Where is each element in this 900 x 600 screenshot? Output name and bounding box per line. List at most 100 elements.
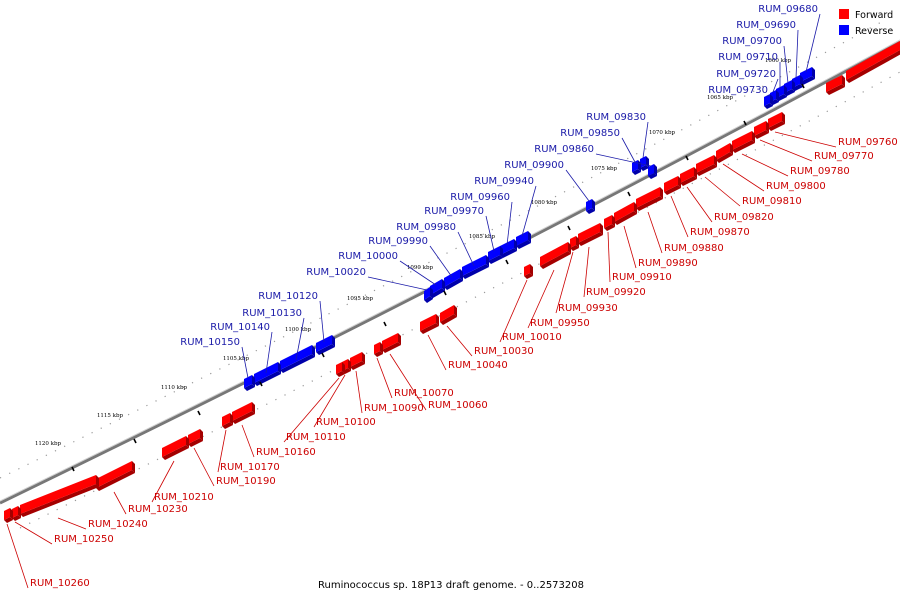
scale-tick-mark	[685, 155, 689, 161]
RUM_09880-gene[interactable]	[636, 187, 663, 211]
RUM_09890-leader	[623, 225, 637, 269]
RUM_10230-label[interactable]: RUM_10230	[128, 504, 188, 515]
RUM_09780-gene[interactable]	[732, 131, 755, 153]
RUM_10030-gene[interactable]	[440, 305, 457, 325]
RUM_10130-gene[interactable]	[280, 345, 315, 373]
RUM_09800-label[interactable]: RUM_09800	[766, 181, 826, 192]
RUM_10160-gene-body	[232, 402, 252, 421]
RUM_09890-label[interactable]: RUM_09890	[638, 258, 698, 269]
RUM_09990-gene[interactable]	[444, 269, 463, 290]
RUM_10120-label[interactable]: RUM_10120	[258, 291, 318, 302]
RUM_10190-gene[interactable]	[188, 429, 203, 447]
RUM_10020-gene[interactable]	[424, 287, 433, 303]
RUM_10060-label[interactable]: RUM_10060	[428, 400, 488, 411]
RUM_09860-gene[interactable]	[648, 164, 657, 179]
RUM_10030-label[interactable]: RUM_10030	[474, 346, 534, 357]
RUM_10090-gene[interactable]	[350, 352, 365, 370]
RUM_10020-label[interactable]: RUM_10020	[306, 267, 366, 278]
RUM_10150-gene[interactable]	[244, 375, 255, 391]
RUM_09710-label[interactable]: RUM_09710	[718, 52, 778, 63]
RUM_10120-gene[interactable]	[316, 335, 335, 355]
RUM_10260-gene[interactable]	[4, 508, 13, 523]
RUM_09910-label[interactable]: RUM_09910	[612, 272, 672, 283]
RUM_09830-label[interactable]: RUM_09830	[586, 112, 646, 123]
RUM_09900-label[interactable]: RUM_09900	[504, 160, 564, 171]
RUM_10210-gene[interactable]	[162, 436, 189, 460]
RUM_09870-label[interactable]: RUM_09870	[690, 227, 750, 238]
RUM_10190-label[interactable]: RUM_10190	[216, 476, 276, 487]
RUM_09950-label[interactable]: RUM_09950	[530, 318, 590, 329]
RUM_10110-gene[interactable]	[336, 362, 345, 377]
RUM_09810-label[interactable]: RUM_09810	[742, 196, 802, 207]
RUM_09980-gene[interactable]	[462, 255, 489, 279]
RUM_09990-label[interactable]: RUM_09990	[368, 236, 428, 247]
RUM_10000-label[interactable]: RUM_10000	[338, 251, 398, 262]
RUM_09850-label[interactable]: RUM_09850	[560, 128, 620, 139]
RUM_09940-gene[interactable]	[516, 231, 531, 249]
RUM_10240-gene[interactable]	[20, 475, 99, 517]
RUM_10230-gene[interactable]	[96, 461, 135, 491]
RUM_09940-label[interactable]: RUM_09940	[474, 176, 534, 187]
RUM_10250-label[interactable]: RUM_10250	[54, 534, 114, 545]
RUM_10160-gene[interactable]	[232, 402, 255, 424]
RUM_09820-gene[interactable]	[680, 167, 697, 186]
RUM_09720-label[interactable]: RUM_09720	[716, 69, 776, 80]
RUM_10130-label[interactable]: RUM_10130	[242, 308, 302, 319]
RUM_10150-label[interactable]: RUM_10150	[180, 337, 240, 348]
RUM_09770-gene[interactable]	[754, 121, 769, 139]
RUM_09930-gene[interactable]	[570, 236, 579, 251]
RUM_09860-label[interactable]: RUM_09860	[534, 144, 594, 155]
RUM_09680-label[interactable]: RUM_09680	[758, 4, 818, 15]
RUM_10110-label[interactable]: RUM_10110	[286, 432, 346, 443]
RUM_09770-label[interactable]: RUM_09770	[814, 151, 874, 162]
RUM_09730-gene[interactable]	[764, 94, 773, 109]
RUM_10070-gene[interactable]	[374, 342, 383, 357]
right-edge-forward-2-gene[interactable]	[826, 75, 845, 95]
RUM_10260-label[interactable]: RUM_10260	[30, 578, 90, 589]
RUM_09780-label[interactable]: RUM_09780	[790, 166, 850, 177]
RUM_09700-label[interactable]: RUM_09700	[722, 36, 782, 47]
RUM_10040-gene[interactable]	[420, 314, 439, 334]
RUM_09800-gene[interactable]	[716, 143, 733, 163]
RUM_10160-gene-end	[252, 402, 255, 414]
RUM_10010-label[interactable]: RUM_10010	[502, 332, 562, 343]
RUM_10160-label[interactable]: RUM_10160	[256, 447, 316, 458]
RUM_09820-label[interactable]: RUM_09820	[714, 212, 774, 223]
RUM_09780-gene-body	[732, 131, 752, 150]
RUM_10170-label[interactable]: RUM_10170	[220, 462, 280, 473]
RUM_10140-gene[interactable]	[254, 362, 281, 386]
RUM_10140-label[interactable]: RUM_10140	[210, 322, 270, 333]
RUM_09880-label[interactable]: RUM_09880	[664, 243, 724, 254]
RUM_09960-label[interactable]: RUM_09960	[450, 192, 510, 203]
RUM_09690-label[interactable]: RUM_09690	[736, 20, 796, 31]
RUM_09730-label[interactable]: RUM_09730	[708, 85, 768, 96]
RUM_10040-label[interactable]: RUM_10040	[448, 360, 508, 371]
RUM_09910-gene[interactable]	[604, 215, 615, 231]
RUM_10240-label[interactable]: RUM_10240	[88, 519, 148, 530]
RUM_10060-gene[interactable]	[382, 333, 401, 353]
RUM_09890-gene[interactable]	[614, 202, 637, 225]
RUM_09980-label[interactable]: RUM_09980	[396, 222, 456, 233]
RUM_09930-label[interactable]: RUM_09930	[558, 303, 618, 314]
RUM_10090-label[interactable]: RUM_10090	[364, 403, 424, 414]
RUM_09970-gene[interactable]	[488, 246, 503, 264]
RUM_10210-label[interactable]: RUM_10210	[154, 492, 214, 503]
RUM_10250-gene[interactable]	[12, 506, 21, 521]
RUM_09760-label[interactable]: RUM_09760	[838, 137, 898, 148]
RUM_10070-label[interactable]: RUM_10070	[394, 388, 454, 399]
RUM_09920-gene[interactable]	[578, 223, 603, 246]
RUM_09870-gene[interactable]	[664, 176, 681, 195]
RUM_09950-gene[interactable]	[540, 242, 571, 269]
RUM_10010-gene[interactable]	[524, 264, 533, 279]
RUM_09920-label[interactable]: RUM_09920	[586, 287, 646, 298]
RUM_10100-label[interactable]: RUM_10100	[316, 417, 376, 428]
RUM_09760-gene[interactable]	[768, 112, 785, 131]
RUM_09900-gene[interactable]	[586, 199, 595, 214]
RUM_09810-gene[interactable]	[696, 155, 717, 176]
RUM_09930-gene-side	[570, 245, 579, 251]
RUM_09960-gene[interactable]	[500, 239, 517, 258]
RUM_09870-gene-side	[664, 185, 681, 195]
RUM_10170-gene[interactable]	[222, 413, 233, 429]
right-edge-forward-gene[interactable]	[846, 41, 900, 83]
RUM_09970-label[interactable]: RUM_09970	[424, 206, 484, 217]
